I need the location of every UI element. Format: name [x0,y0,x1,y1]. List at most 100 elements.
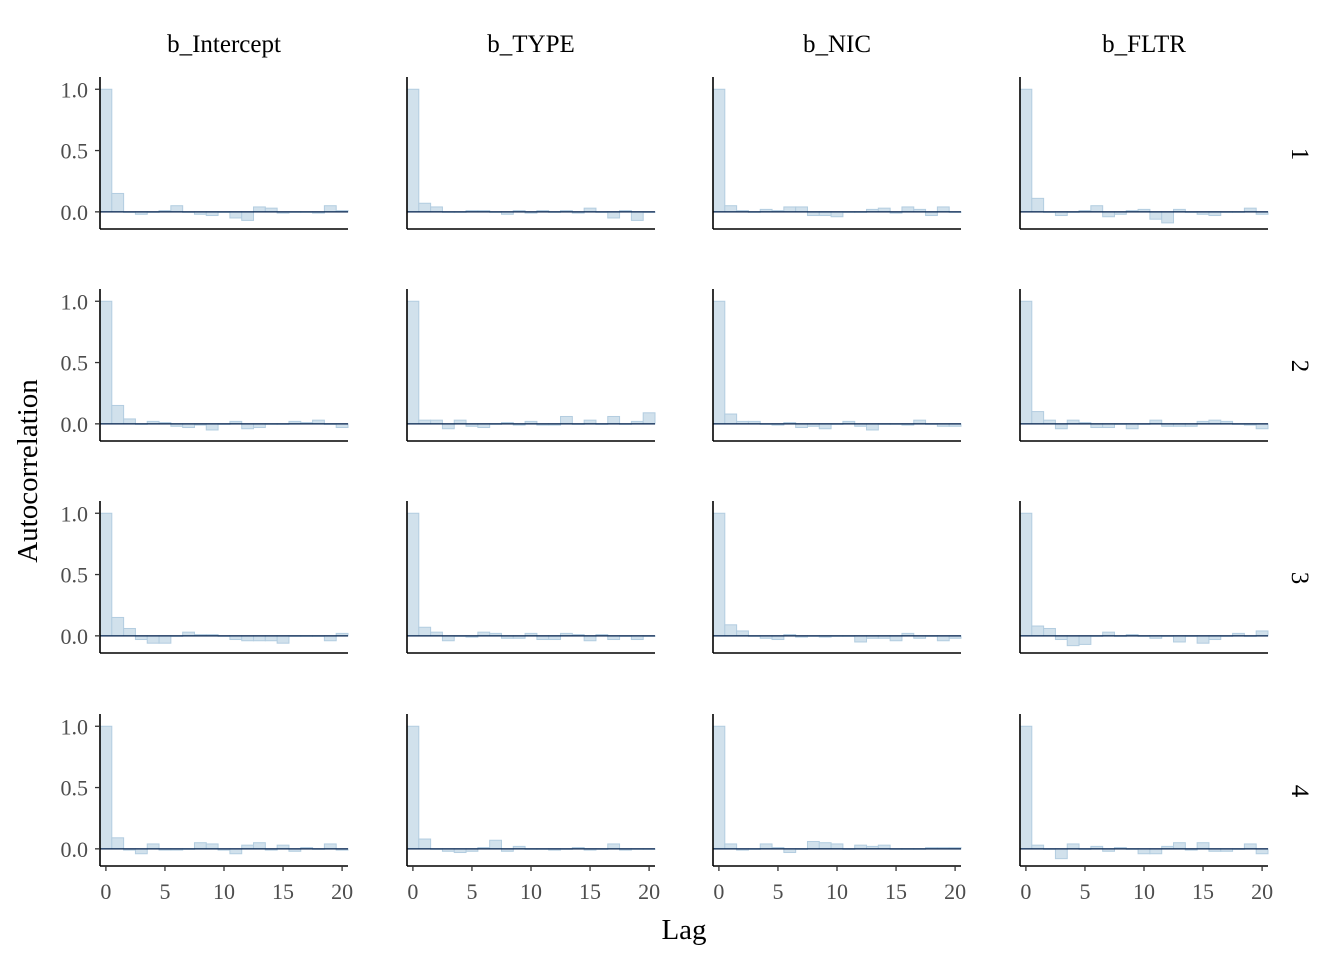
acf-bar [205,843,219,850]
acf-bar [1173,842,1186,850]
acf-bar [1196,635,1210,644]
acf-bar [1090,205,1104,213]
acf-bar [1255,848,1269,855]
acf-bar [712,725,726,850]
acf-bar [430,206,443,213]
acf-bar [724,624,738,637]
y-tick-label: 1.0 [61,77,89,102]
acf-bar [406,725,420,850]
acf-bar [1066,843,1080,850]
acf-panel: 0.0 0.5 1.0 [61,289,349,442]
strip-label-chain: 4 [1286,785,1313,798]
acf-bar [253,635,266,642]
x-axis-title: Lag [661,914,706,946]
acf-panel: 0 5 10 15 20 [406,714,660,904]
x-tick-label: 5 [1079,879,1090,904]
acf-bar [241,635,255,642]
acf-bar [889,635,903,642]
acf-bar [1031,197,1045,213]
acf-bar [146,635,160,644]
acf-bar [1173,635,1186,643]
acf-bar [759,843,773,850]
acf-bar [229,211,243,219]
acf-bar [724,413,738,425]
acf-bar [1054,848,1068,860]
acf-bar [712,300,726,425]
acf-bar [1066,635,1080,647]
y-tick-label: 1.0 [61,501,89,526]
acf-panel: 0.0 0.5 1.0 [61,501,349,654]
acf-bar [1031,411,1045,425]
acf-panel [1019,77,1269,230]
x-tick-label: 10 [826,879,848,904]
acf-bar [99,300,113,425]
acf-bar [441,423,455,430]
acf-bar [736,630,749,637]
strip-label-parameter: b_NIC [803,31,871,58]
acf-bar [418,838,432,850]
y-tick-label: 1.0 [61,289,89,314]
acf-bar [818,842,832,850]
strip-label-parameter: b_FLTR [1102,31,1186,58]
acf-bar [724,205,738,213]
acf-bar [1019,300,1033,425]
strip-label-chain: 2 [1286,360,1313,373]
acf-bar [253,842,266,850]
acf-bar [241,423,255,430]
acf-bar [1149,848,1163,855]
x-tick-label: 5 [159,879,170,904]
y-tick-label: 0.0 [61,837,89,862]
acf-bar [406,300,420,425]
acf-bar [323,843,337,850]
acf-bar [323,635,337,642]
acf-bar [795,206,808,213]
acf-panel [406,289,656,442]
acf-bar [158,635,172,644]
acf-bar [901,206,915,213]
acf-bar [123,418,136,425]
acf-panel: 0.0 0.5 1.0 [61,77,349,230]
acf-bar [712,512,726,637]
acf-bar [866,423,879,431]
y-tick-label: 0.5 [61,563,89,588]
acf-bar [1137,848,1151,855]
x-tick-label: 5 [466,879,477,904]
acf-bar [630,211,644,221]
acf-bar [111,616,125,637]
facet-grid: b_Intercept b_TYPE b_NIC b_FLTR 1 2 3 4 0.0 0.5 1.… [61,31,1314,904]
acf-panel: 0.0 0.5 1.0 0 5 10 15 20 [61,714,353,904]
x-tick-label: 0 [1020,879,1031,904]
acf-bar [1019,88,1033,213]
y-tick-label: 0.0 [61,412,89,437]
x-tick-label: 20 [638,879,660,904]
acf-bar [170,205,184,213]
acf-bar [1149,211,1163,220]
x-tick-label: 15 [885,879,907,904]
acf-bar [406,512,420,637]
acf-bar [111,404,125,425]
acf-bar [111,192,125,213]
acf-bar [489,839,502,850]
x-tick-label: 5 [772,879,783,904]
acf-bar [607,211,621,219]
acf-bar [99,725,113,850]
x-tick-label: 20 [331,879,353,904]
y-tick-label: 0.5 [61,776,89,801]
y-tick-label: 1.0 [61,714,89,739]
acf-bar [642,412,656,425]
acf-panel: 0 5 10 15 20 [1019,714,1273,904]
acf-bar [806,840,820,850]
acf-bar [323,205,337,213]
y-tick-label: 0.5 [61,139,89,164]
acf-bar [1054,423,1068,430]
strip-label-chain: 1 [1286,148,1313,161]
acf-bar [607,415,621,425]
y-tick-label: 0.0 [61,624,89,649]
acf-bar [1043,627,1056,637]
acf-bar [854,635,868,643]
acf-bar [111,837,125,850]
acf-bar [441,635,455,642]
x-tick-label: 0 [100,879,111,904]
acf-bar [1243,843,1257,850]
acf-bar [264,635,278,642]
